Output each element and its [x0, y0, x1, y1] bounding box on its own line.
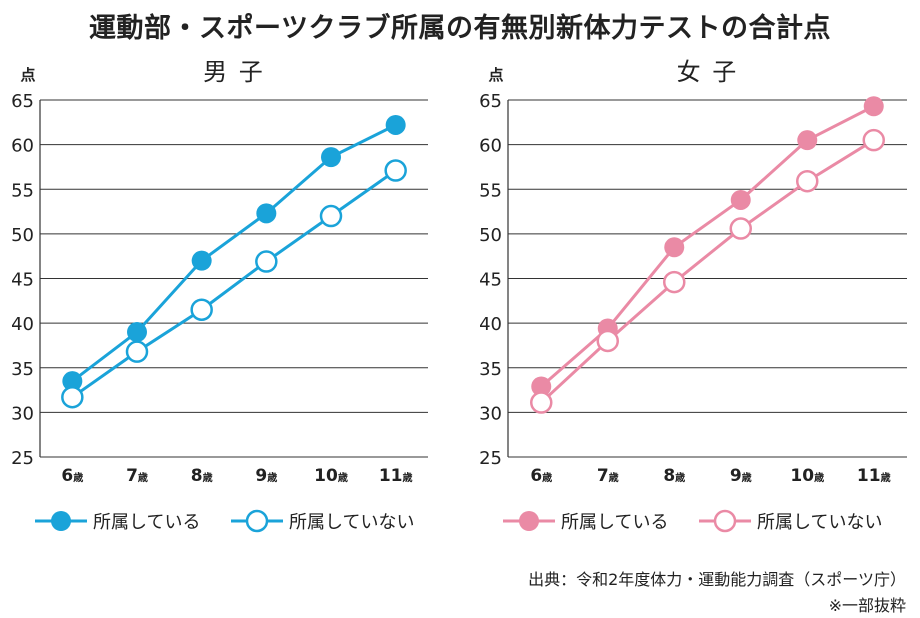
y-tick-label: 40 — [11, 314, 34, 335]
y-axis-unit: 点 — [20, 66, 35, 84]
legend-label: 所属していない — [289, 512, 414, 533]
x-tick-label: 11歳 — [379, 466, 413, 486]
x-tick-label: 6歳 — [530, 466, 552, 486]
legend-label: 所属している — [93, 512, 200, 533]
y-tick-label: 55 — [11, 180, 34, 201]
y-tick-label: 45 — [11, 270, 34, 291]
marker-hollow — [729, 217, 752, 240]
x-tick-label: 9歳 — [255, 466, 277, 486]
series-line — [71, 169, 397, 399]
y-tick-label: 25 — [11, 448, 34, 469]
marker-hollow — [862, 128, 885, 152]
marker-hollow — [796, 169, 819, 193]
panel-title: 男 子 — [203, 58, 265, 86]
series-line — [71, 123, 397, 383]
legend-marker — [51, 511, 71, 531]
marker-hollow — [596, 329, 619, 353]
y-tick-label: 55 — [479, 180, 502, 201]
y-tick-label: 35 — [11, 359, 34, 380]
y-tick-label: 60 — [479, 136, 502, 157]
marker-filled — [730, 189, 751, 210]
marker-hollow — [125, 340, 149, 363]
marker-hollow — [663, 270, 686, 294]
marker-filled — [191, 250, 212, 271]
y-tick-label: 40 — [479, 314, 502, 335]
marker-filled — [256, 203, 277, 224]
chart-boys: 男 子 点 25 30 35 40 45 50 55 60 65 6歳 7歳 8歳 9歳 10歳 11歳所属して… — [11, 58, 428, 533]
marker-filled — [321, 147, 341, 168]
x-tick-label: 7歳 — [126, 466, 148, 486]
marker-filled — [664, 237, 685, 258]
marker-filled — [863, 96, 884, 117]
marker-hollow — [530, 391, 553, 414]
panel-title: 女 子 — [677, 58, 739, 86]
legend-marker — [519, 511, 539, 531]
marker-filled — [797, 130, 818, 151]
chart-girls: 女 子 点 25 30 35 40 45 50 55 60 65 6歳 7歳 8歳 9歳 10歳 11歳所属して… — [479, 58, 907, 533]
x-tick-label: 11歳 — [857, 466, 891, 486]
marker-hollow — [190, 298, 213, 321]
y-tick-label: 60 — [11, 136, 34, 157]
main-title: 運動部・スポーツクラブ所属の有無別新体力テストの合計点 — [89, 13, 831, 44]
y-tick-label: 50 — [11, 225, 34, 246]
x-tick-label: 7歳 — [597, 466, 619, 486]
series-line — [540, 104, 875, 388]
marker-filled — [127, 322, 147, 343]
x-tick-label: 8歳 — [191, 466, 213, 486]
y-tick-label: 45 — [479, 270, 502, 291]
x-tick-label: 10歳 — [314, 466, 348, 486]
marker-hollow — [384, 159, 407, 182]
x-tick-label: 6歳 — [61, 466, 83, 486]
legend-marker — [713, 509, 737, 533]
legend-marker — [245, 509, 269, 533]
y-tick-label: 30 — [11, 403, 34, 424]
marker-filled — [385, 114, 406, 135]
x-tick-label: 9歳 — [730, 466, 752, 486]
y-tick-label: 65 — [11, 91, 34, 112]
y-tick-label: 25 — [479, 448, 502, 469]
series-line — [540, 138, 875, 404]
legend-label: 所属している — [561, 512, 668, 533]
marker-hollow — [255, 250, 278, 273]
y-axis-unit: 点 — [488, 66, 503, 84]
y-tick-label: 50 — [479, 225, 502, 246]
marker-hollow — [319, 204, 343, 228]
source-note: 出典：令和2年度体力・運動能力調査（スポーツ庁） — [528, 570, 906, 589]
marker-filled — [531, 376, 552, 397]
y-tick-label: 65 — [479, 91, 502, 112]
x-tick-label: 8歳 — [663, 466, 685, 486]
x-tick-label: 10歳 — [790, 466, 824, 486]
marker-hollow — [61, 385, 84, 409]
legend-label: 所属していない — [757, 512, 882, 533]
y-tick-label: 30 — [479, 403, 502, 424]
marker-filled — [62, 371, 83, 392]
excerpt-note: ※一部抜粋 — [828, 596, 906, 615]
y-tick-label: 35 — [479, 359, 502, 380]
